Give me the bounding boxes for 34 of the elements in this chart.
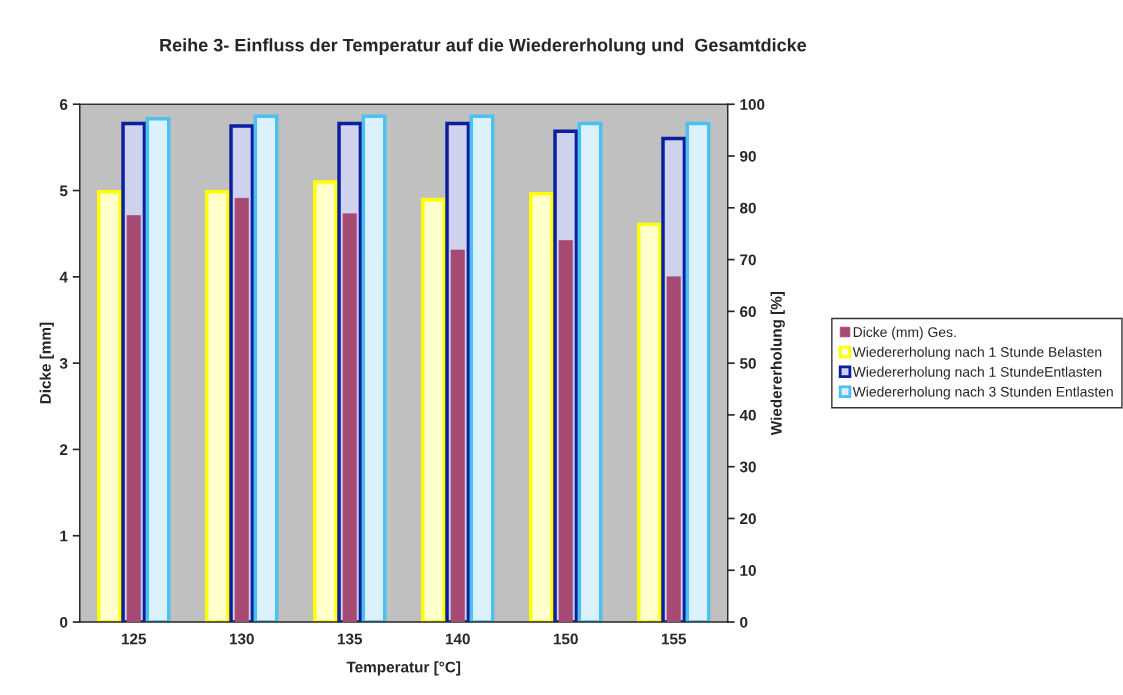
y-tick-label: 0 <box>60 616 68 628</box>
y2-tick-label: 20 <box>740 513 756 525</box>
bar <box>450 249 465 623</box>
y2-tick-label: 0 <box>740 616 748 628</box>
y2-tick-label: 30 <box>739 461 756 473</box>
x-tick-label: 140 <box>445 633 470 645</box>
y2-tick-label: 60 <box>740 306 756 318</box>
legend-label: Wiedererholung nach 3 Stunden Entlasten <box>852 386 1113 400</box>
x-axis-title: Temperatur [°C] <box>346 661 461 676</box>
y2-tick-label: 90 <box>740 150 756 162</box>
y-tick-label: 3 <box>59 358 68 369</box>
y2-tick-label: 40 <box>739 409 756 421</box>
chart-title: Reihe 3- Einfluss der Temperatur auf die Wiedererholung und Gesamtdicke <box>160 38 807 56</box>
y-tick-label: 1 <box>60 530 68 542</box>
y2-axis-title: Wiedererholung [%] <box>770 291 785 436</box>
x-tick-label: 155 <box>661 633 687 645</box>
y-axis-title: Dicke [mm] <box>39 322 54 404</box>
x-tick-label: 135 <box>337 633 363 645</box>
y2-tick-label: 10 <box>740 565 756 576</box>
y2-tick-label: 100 <box>740 99 765 110</box>
x-tick-label: 125 <box>121 633 147 645</box>
y-tick-label: 4 <box>59 271 68 283</box>
y2-tick-label: 70 <box>740 254 756 266</box>
bar <box>666 276 681 623</box>
y-tick-label: 2 <box>59 444 68 455</box>
x-tick-label: 130 <box>229 633 254 645</box>
legend-label: Wiedererholung nach 1 StundeEntlasten <box>852 366 1102 380</box>
legend-label: Dicke (mm) Ges. <box>853 326 956 340</box>
y-tick-label: 5 <box>59 185 68 197</box>
y2-tick-label: 80 <box>739 202 756 214</box>
y-tick-label: 6 <box>59 99 68 110</box>
y2-tick-label: 50 <box>739 358 756 369</box>
legend-label: Wiedererholung nach 1 Stunde Belasten <box>852 346 1102 360</box>
x-tick-label: 150 <box>553 633 578 645</box>
